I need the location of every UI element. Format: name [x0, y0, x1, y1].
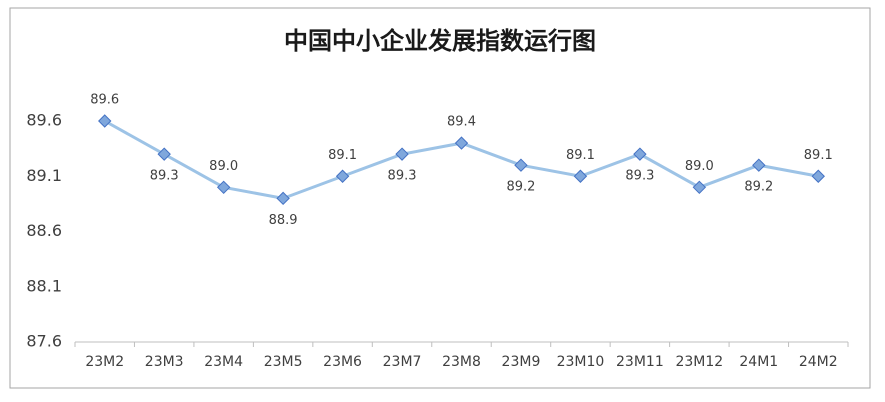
data-label: 89.2: [744, 180, 773, 195]
data-marker: [811, 169, 825, 183]
data-label: 89.4: [447, 115, 476, 130]
data-marker: [692, 180, 707, 195]
data-label: 89.6: [90, 93, 119, 108]
chart-frame: [9, 7, 871, 389]
y-tick-label: 87.6: [26, 332, 62, 351]
data-label: 89.3: [388, 169, 417, 184]
y-tick-label: 88.6: [26, 221, 62, 240]
x-tick-label: 23M5: [264, 354, 303, 370]
x-tick-label: 23M11: [616, 354, 664, 370]
x-tick-label: 23M12: [675, 354, 723, 370]
y-tick-label: 89.1: [26, 166, 62, 185]
data-label: 89.3: [625, 169, 654, 184]
x-tick-label: 23M9: [502, 354, 541, 370]
data-marker: [395, 147, 409, 161]
y-tick-label: 88.1: [26, 276, 62, 295]
x-tick-label: 24M2: [799, 354, 838, 370]
data-marker: [335, 169, 350, 183]
x-tick-label: 23M3: [145, 354, 184, 370]
y-tick-label: 89.6: [26, 111, 62, 130]
x-tick-label: 23M6: [323, 354, 362, 370]
chart-title: 中国中小企业发展指数运行图: [284, 27, 596, 55]
data-marker: [276, 191, 290, 206]
data-marker: [514, 158, 528, 172]
data-label: 89.1: [566, 148, 595, 163]
x-tick-label: 24M1: [739, 354, 778, 370]
data-label: 89.0: [685, 159, 714, 174]
x-tick-label: 23M4: [204, 354, 243, 370]
data-marker: [633, 147, 647, 161]
data-marker: [752, 158, 766, 172]
x-tick-label: 23M2: [85, 354, 124, 370]
data-label: 89.1: [328, 148, 357, 163]
data-marker: [98, 114, 112, 128]
data-label: 89.0: [209, 159, 238, 174]
data-marker: [573, 169, 588, 183]
data-marker: [216, 180, 231, 195]
x-tick-label: 23M7: [383, 354, 422, 370]
x-tick-label: 23M8: [442, 354, 481, 370]
data-marker: [157, 147, 171, 161]
x-tick-label: 23M10: [557, 354, 605, 370]
data-marker: [454, 136, 469, 150]
data-label: 89.3: [150, 169, 179, 184]
data-label: 89.2: [506, 180, 535, 195]
data-label: 89.1: [804, 148, 833, 163]
data-label: 88.9: [269, 213, 298, 228]
